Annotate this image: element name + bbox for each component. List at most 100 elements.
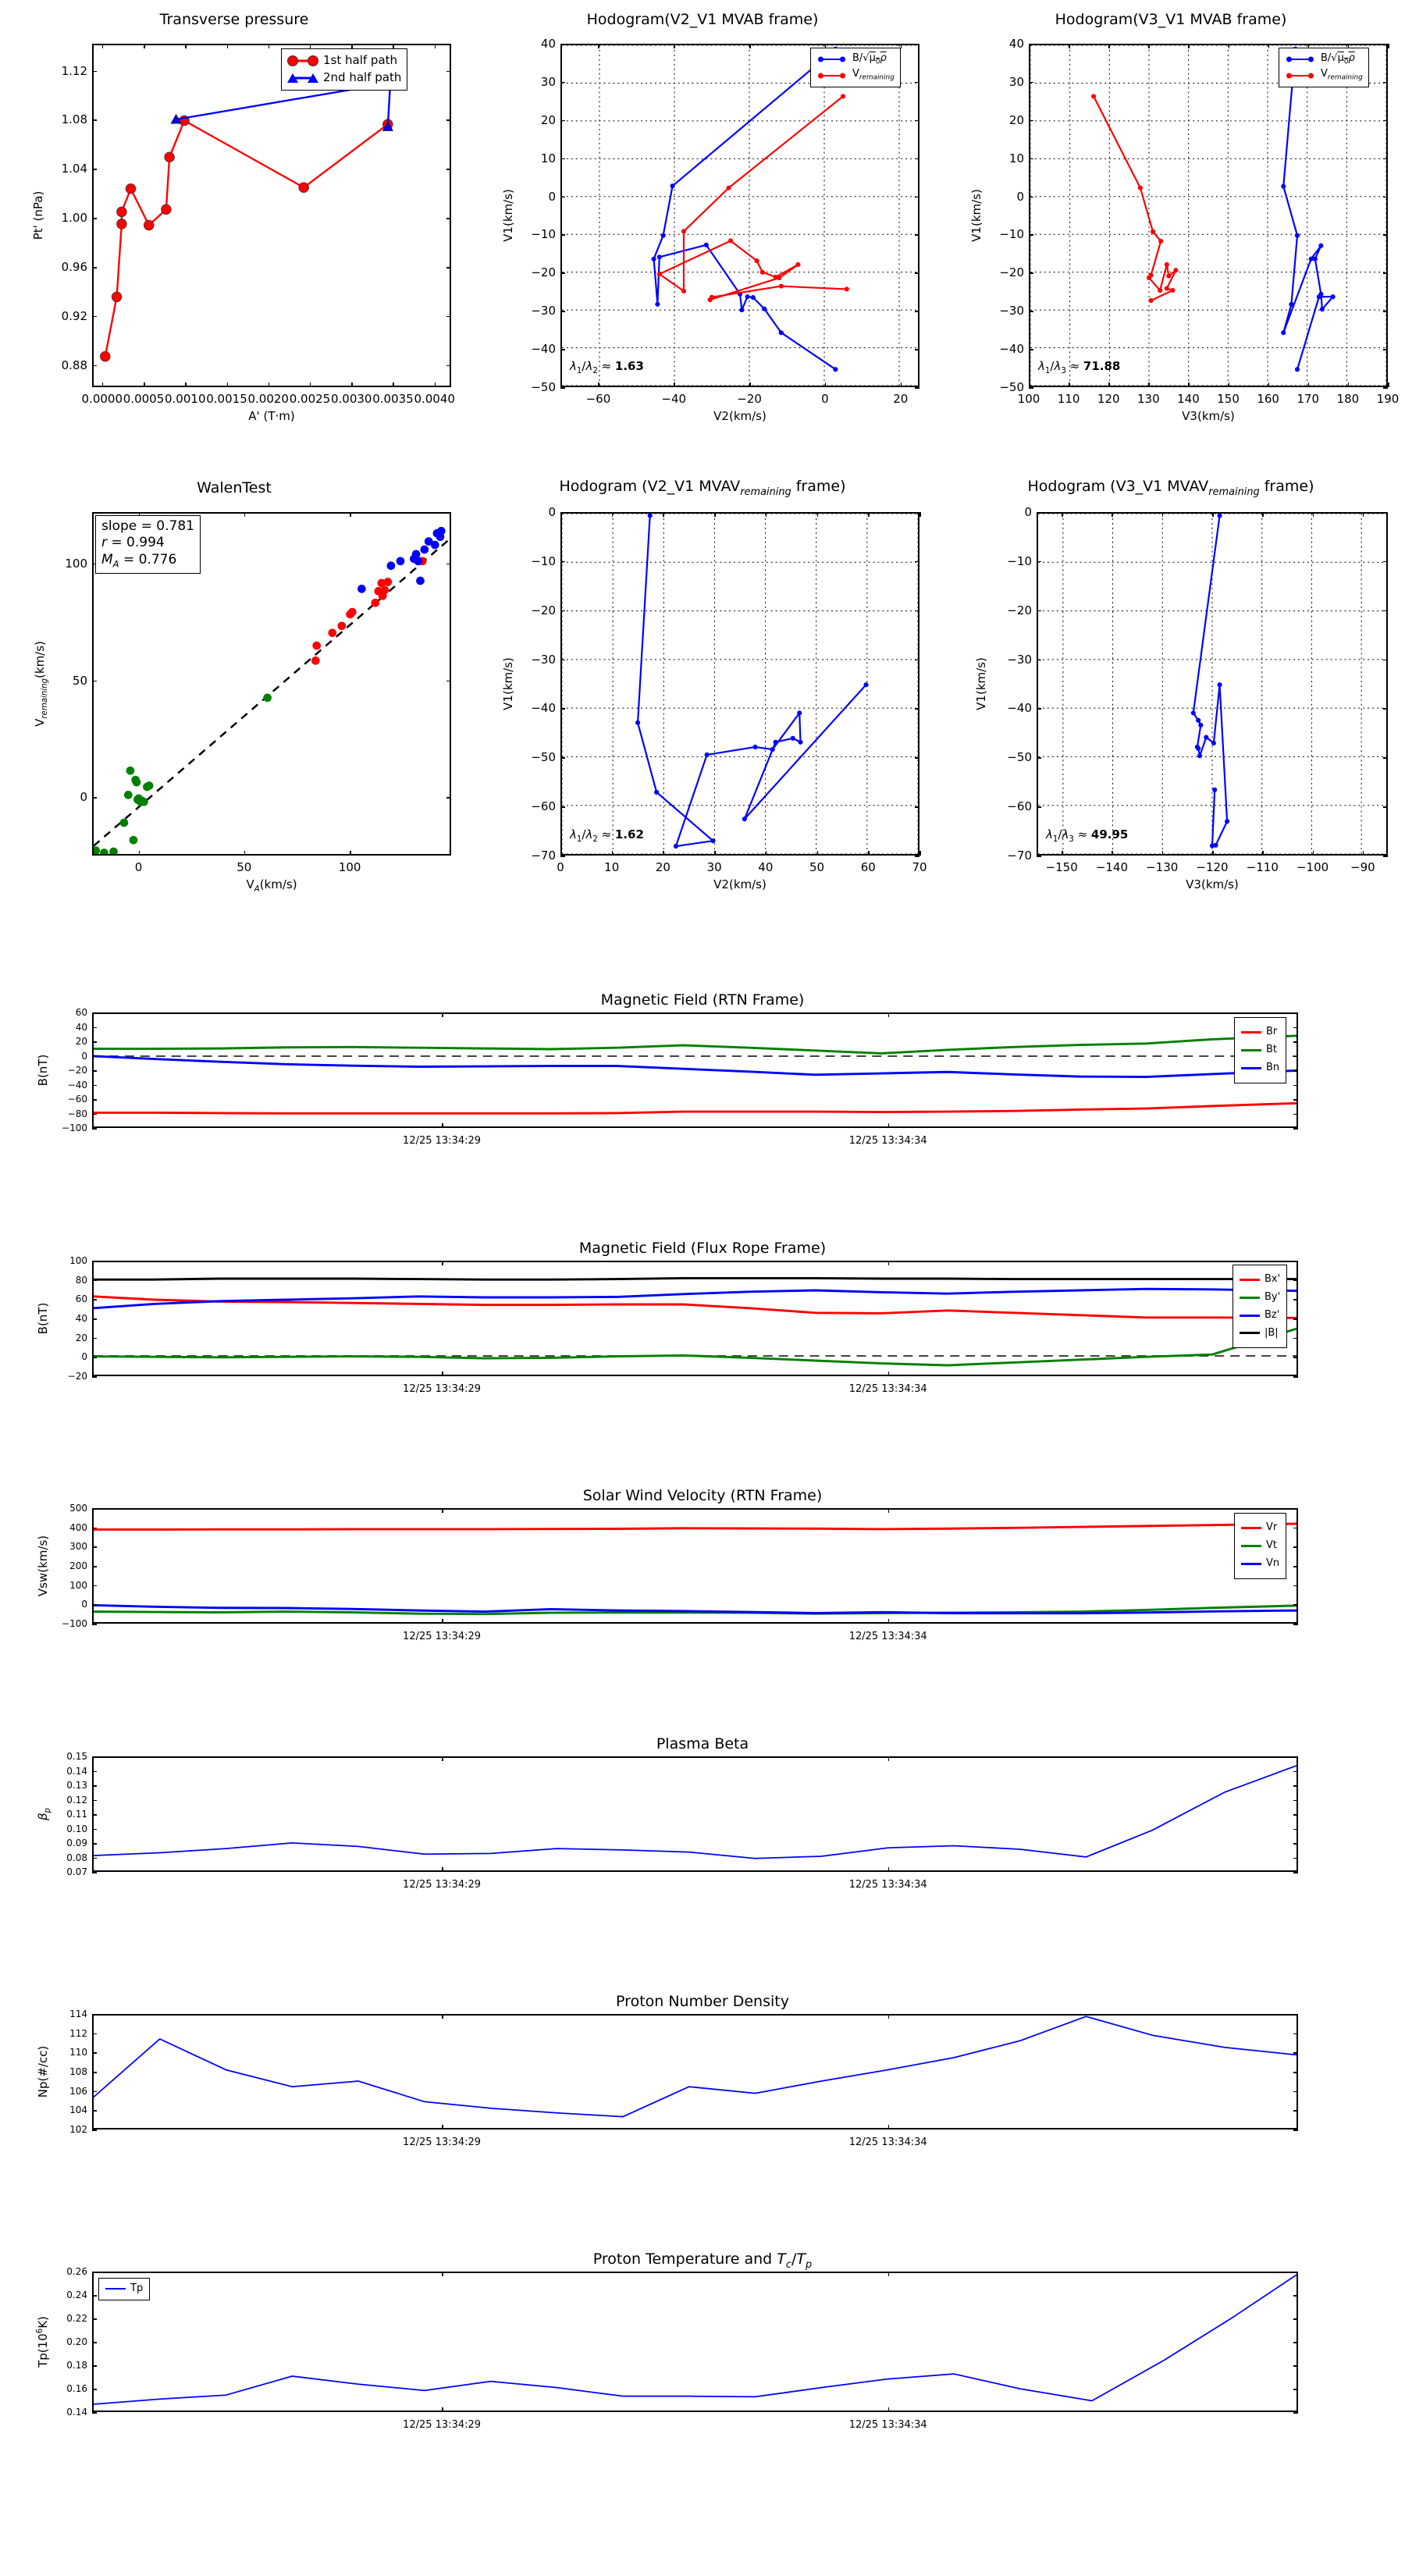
transverse_pressure-xtick-top	[351, 44, 353, 48]
hodogram_v3v1_mvab-xtick	[1069, 382, 1070, 387]
beta-ytick-right	[1293, 1785, 1298, 1787]
hodogram_v3v1_mvab-ytick-right	[1383, 311, 1388, 312]
hodogram_v2v1_mvav-ytick-right	[915, 512, 919, 514]
hodogram_v2v1_mvab-xtick	[900, 382, 902, 387]
hodogram_v2v1_mvab-ytick-right	[915, 272, 919, 274]
hodogram_v3v1_mvab-ytick-right	[1383, 44, 1388, 45]
legend-swatch	[1241, 1526, 1261, 1529]
tp-ylabel-5: 0.24	[66, 2290, 87, 2300]
hodogram_v3v1_mvab-xlabel-9: 190	[1376, 392, 1400, 406]
beta-time-tick	[887, 1867, 890, 1872]
hodogram_v3v1_mvav-ylabel-2: −50	[1007, 750, 1032, 765]
hodogram_v2v1_mvab-xtick	[749, 382, 751, 387]
transverse_pressure-xtick-top	[226, 44, 228, 48]
walen_test-xtick	[138, 851, 140, 856]
legend-swatch	[1241, 1544, 1261, 1547]
b_rtn-axes	[92, 1012, 1298, 1128]
b_rtn-ytick-right	[1293, 1084, 1298, 1086]
transverse_pressure-xtick-top	[393, 44, 394, 48]
hodogram_v2v1_mvav-xlabel-6: 60	[860, 860, 876, 874]
hodogram_v3v1_mvab-ytick-right	[1383, 234, 1388, 236]
transverse_pressure-xtick-top	[101, 44, 104, 48]
tp-ytick	[92, 2365, 97, 2367]
hodogram_v2v1_mvav-xtick-top	[663, 512, 664, 517]
np-yaxis-title: Np(#/cc)	[36, 2045, 50, 2098]
hodogram_v2v1_mvav-xtick-top	[868, 512, 870, 517]
legend-row: 1st half path	[287, 52, 401, 69]
hodogram_v2v1_mvav-xtick-top	[611, 512, 614, 517]
hodogram_v2v1_mvav-ytick-right	[915, 708, 919, 710]
hodogram_v3v1_mvab-xtick	[1228, 382, 1230, 387]
hodogram_v3v1_mvab-ytick	[1029, 387, 1033, 389]
transverse_pressure-xlabel-3: 0.0015	[206, 392, 247, 406]
legend-swatch	[1241, 1066, 1261, 1069]
transverse_pressure-axes	[92, 44, 451, 387]
transverse_pressure-ytick-right	[446, 267, 451, 269]
hodogram_v2v1_mvab-ytick-right	[915, 196, 919, 198]
np-ytick	[92, 2033, 97, 2035]
hodogram_v2v1_mvab-ylabel-5: 0	[548, 189, 556, 204]
hodogram_v2v1_mvab-ylabel-6: 10	[540, 151, 556, 165]
np-ytick	[92, 2052, 97, 2054]
hodogram_v3v1_mvav-xlabel-6: −90	[1350, 860, 1375, 874]
np-ytick	[92, 2014, 97, 2016]
hodogram_v3v1_mvav-ytick	[1037, 708, 1041, 710]
hodogram-v3v1-mvab-legend: B/√μ0ρ Vremaining	[1279, 48, 1369, 87]
vsw-ytick-right	[1293, 1585, 1298, 1587]
hodogram_v2v1_mvab-xlabel-0: −60	[585, 392, 611, 406]
hodogram_v2v1_mvav-ylabel-0: −70	[531, 849, 556, 863]
tp-time-tick	[887, 2407, 890, 2412]
b_fr-ytick	[92, 1279, 97, 1282]
panel-vsw: Solar Wind Velocity (RTN Frame) −100 0 100 2…	[0, 1483, 1405, 1663]
b_rtn-ytick	[92, 1128, 97, 1130]
vsw-ytick-right	[1293, 1527, 1298, 1529]
hodogram_v2v1_mvav-ylabel-2: −50	[531, 750, 556, 765]
walen_test-ylabel-1: 50	[72, 673, 87, 688]
b_fr-ylabel-4: 60	[75, 1293, 87, 1305]
beta-ytick	[92, 1828, 97, 1830]
panel-tp: Proton Temperature and Tc/Tp 0.14 0.16 0.18…	[0, 2247, 1405, 2442]
tp-time-tick	[442, 2407, 443, 2412]
transverse_pressure-xtick	[309, 382, 311, 387]
b_fr-ytick	[92, 1299, 97, 1300]
hodogram_v2v1_mvab-xtick	[824, 382, 827, 387]
hodogram_v3v1_mvab-xtick-top	[1188, 44, 1190, 48]
hodogram_v3v1_mvav-ytick-right	[1383, 659, 1388, 661]
hodogram_v2v1_mvab-ytick	[560, 387, 565, 389]
hodogram_v2v1_mvav-xtick	[714, 851, 716, 856]
hodogram_v2v1_mvav-title: Hodogram (V2_V1 MVAVremaining frame)	[559, 478, 846, 498]
b_fr-ytick	[92, 1261, 97, 1262]
b_rtn-ytick-right	[1293, 1012, 1298, 1014]
np-ytick-right	[1293, 2014, 1298, 2016]
hodogram_v3v1_mvav-ytick-right	[1383, 856, 1388, 857]
b_fr-ytick-right	[1293, 1279, 1298, 1282]
tp-time-tick-top	[442, 2272, 443, 2276]
transverse_pressure-ytick	[92, 70, 97, 73]
hodogram_v3v1_mvab-ytick-right	[1383, 81, 1388, 84]
legend-label: Bx'	[1264, 1273, 1281, 1285]
beta-ytick-right	[1293, 1770, 1298, 1772]
np-time-tick	[887, 2125, 890, 2129]
b_fr-ylabel-1: 0	[81, 1351, 87, 1363]
hodogram_v3v1_mvav-xtick-top	[1112, 512, 1113, 517]
hodogram_v3v1_mvab-xtick	[1188, 382, 1190, 387]
panel-np: Proton Number Density 102 104 106 108 110 112 1…	[0, 1989, 1405, 2169]
transverse_pressure-xlabel-6: 0.0030	[330, 392, 372, 406]
hodogram_v2v1_mvav-ytick	[560, 560, 565, 563]
vsw-axes	[92, 1508, 1298, 1624]
hodogram_v3v1_mvab-ylabel-8: 30	[1008, 74, 1024, 89]
hodogram_v3v1_mvab-xtick	[1108, 382, 1110, 387]
panel-beta: Plasma Beta 0.07 0.08 0.09 0.10 0.11 0.12 0.13 0…	[0, 1731, 1405, 1911]
hodogram_v2v1_mvab-title: Hodogram(V2_V1 MVAB frame)	[586, 11, 819, 28]
legend-row: Vn	[1241, 1557, 1279, 1571]
legend: Bx' By' Bz' |B|	[1232, 1265, 1288, 1349]
vsw-ytick-right	[1293, 1508, 1298, 1510]
hodogram_v2v1_mvav-xtick	[765, 851, 767, 856]
hodogram_v3v1_mvab-xlabel-2: 120	[1097, 392, 1120, 406]
hodogram_v2v1_mvav-xtick-top	[714, 512, 716, 517]
hodogram_v3v1_mvab-xtick-top	[1268, 44, 1270, 48]
transverse_pressure-xlabel-8: 0.0040	[414, 392, 455, 406]
hodogram_v2v1_mvav-axes	[560, 512, 919, 856]
legend: Vr Vt Vn	[1234, 1513, 1287, 1579]
hodogram_v2v1_mvab-xtick-top	[900, 44, 902, 48]
